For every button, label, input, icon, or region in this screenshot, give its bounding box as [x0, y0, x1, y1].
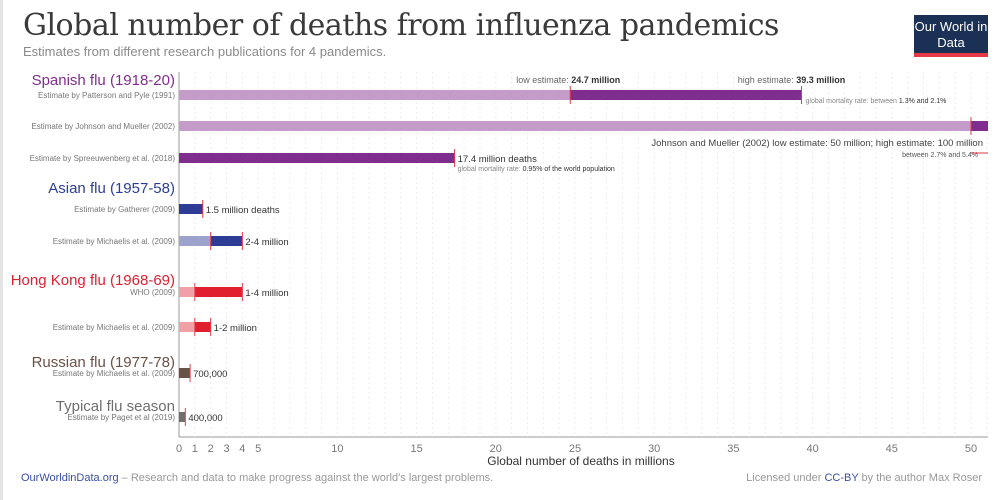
chart-subtitle: Estimates from different research public…	[23, 44, 387, 59]
x-tick-label: 40	[806, 443, 818, 455]
row-label: Estimate by Michaelis et al. (2009)	[53, 237, 176, 246]
x-tick-label: 25	[569, 443, 581, 455]
bar-high-range	[210, 236, 243, 246]
bar-high-range	[971, 121, 988, 131]
johnson-mueller-annotation: Johnson and Mueller (2002) low estimate:…	[651, 138, 983, 149]
mortality-note: global mortality rate: between 1.3% and …	[806, 98, 947, 105]
group-title: Asian flu (1957-58)	[48, 180, 175, 197]
bar-high-range	[179, 368, 191, 378]
row-label: Estimate by Paget et al (2019)	[67, 413, 175, 422]
x-tick-label: 15	[410, 443, 422, 455]
row-label: Estimate by Johnson and Mueller (2002)	[31, 122, 175, 131]
bar-value-label: 700,000	[193, 369, 227, 380]
bar-low-range	[179, 121, 971, 131]
bar-low-range	[179, 90, 571, 100]
row-label: Estimate by Michaelis et al. (2009)	[53, 369, 176, 378]
row-label: Estimate by Patterson and Pyle (1991)	[38, 91, 175, 100]
group-title: Spanish flu (1918-20)	[32, 72, 175, 89]
mortality-note: global mortality rate: 0.95% of the worl…	[458, 166, 615, 173]
group-title: Hong Kong flu (1968-69)	[11, 272, 175, 289]
license-text: Licensed under	[746, 472, 825, 484]
high-estimate-annotation: high estimate: 39.3 million	[738, 75, 846, 85]
row-label: WHO (2009)	[130, 288, 175, 297]
bar-high-range	[194, 322, 211, 332]
x-tick-label: 3	[223, 443, 229, 455]
x-tick-label: 4	[239, 443, 245, 455]
low-estimate-annotation: low estimate: 24.7 million	[516, 75, 620, 85]
x-tick-label: 50	[965, 443, 977, 455]
footer-right: Licensed under CC-BY by the author Max R…	[746, 472, 982, 484]
x-tick-label: 1	[192, 443, 198, 455]
bar-high-range	[179, 204, 203, 214]
license-author: by the author Max Roser	[858, 472, 982, 484]
group-title: Russian flu (1977-78)	[32, 354, 175, 371]
x-tick-label: 2	[208, 443, 214, 455]
bar-value-label: 1.5 million deaths	[206, 205, 280, 216]
bar-high-range	[570, 90, 802, 100]
x-tick-label: 5	[255, 443, 261, 455]
footer-left: OurWorldinData.org – Research and data t…	[21, 472, 493, 484]
mortality-note: between 2.7% and 5.4%	[902, 152, 978, 159]
owid-link[interactable]: OurWorldinData.org	[21, 472, 119, 484]
bar-value-label: 1-4 million	[245, 288, 288, 299]
row-label: Estimate by Spreeuwenberg et al. (2018)	[30, 154, 176, 163]
bar-low-range	[179, 236, 211, 246]
x-tick-label: 35	[727, 443, 739, 455]
bar-high-range	[194, 287, 243, 297]
x-tick-label: 20	[490, 443, 502, 455]
bar-high-range	[179, 153, 455, 163]
x-tick-label: 10	[331, 443, 343, 455]
bar-low-range	[179, 322, 195, 332]
bar-value-label: 17.4 million deaths	[458, 154, 537, 165]
bar-value-label: 1-2 million	[214, 323, 257, 334]
row-label: Estimate by Gatherer (2009)	[74, 205, 175, 214]
x-tick-label: 0	[176, 443, 182, 455]
group-title: Typical flu season	[56, 398, 175, 415]
x-tick-label: 30	[648, 443, 660, 455]
row-label: Estimate by Michaelis et al. (2009)	[53, 323, 176, 332]
bar-high-range	[179, 412, 186, 422]
bar-low-range	[179, 287, 195, 297]
owid-logo[interactable]: Our World in Data	[914, 15, 988, 57]
bar-value-label: 400,000	[188, 413, 222, 424]
bar-value-label: 2-4 million	[245, 237, 288, 248]
cc-by-link[interactable]: CC-BY	[824, 472, 859, 484]
chart-title: Global number of deaths from influenza p…	[23, 8, 779, 43]
x-tick-label: 45	[886, 443, 898, 455]
x-axis-title: Global number of deaths in millions	[487, 454, 674, 468]
footer-tagline: – Research and data to make progress aga…	[118, 472, 494, 484]
